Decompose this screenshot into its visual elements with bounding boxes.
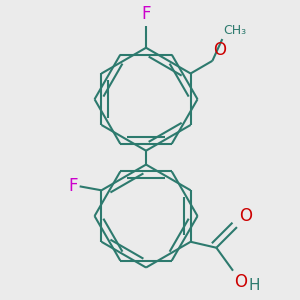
Text: O: O	[214, 41, 226, 59]
Text: H: H	[248, 278, 260, 293]
Text: F: F	[141, 5, 151, 23]
Text: O: O	[239, 207, 252, 225]
Text: F: F	[68, 177, 78, 195]
Text: CH₃: CH₃	[223, 24, 246, 37]
Text: O: O	[234, 273, 247, 291]
